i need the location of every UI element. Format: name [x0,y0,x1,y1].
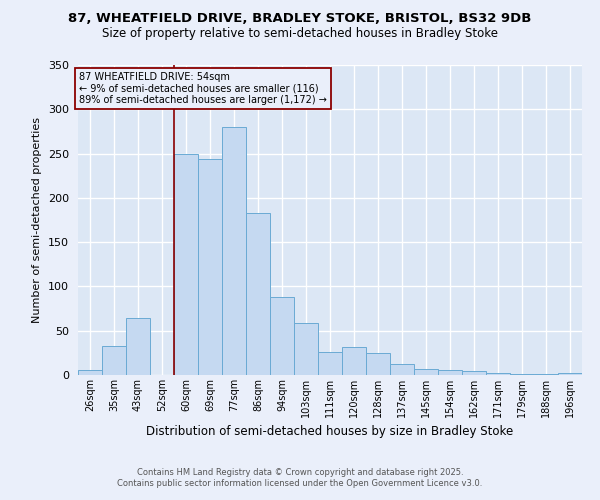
Bar [366,353,390,375]
Bar [342,346,366,375]
Bar [462,372,486,375]
Bar [222,127,246,375]
Bar [126,318,150,375]
Bar [198,159,222,375]
Text: Size of property relative to semi-detached houses in Bradley Stoke: Size of property relative to semi-detach… [102,28,498,40]
Bar [246,213,270,375]
Y-axis label: Number of semi-detached properties: Number of semi-detached properties [32,117,42,323]
X-axis label: Distribution of semi-detached houses by size in Bradley Stoke: Distribution of semi-detached houses by … [146,426,514,438]
Text: Contains HM Land Registry data © Crown copyright and database right 2025.
Contai: Contains HM Land Registry data © Crown c… [118,468,482,487]
Bar [414,369,438,375]
Bar [534,374,558,375]
Bar [294,322,318,375]
Bar [318,352,342,375]
Bar [78,370,102,375]
Bar [270,297,294,375]
Bar [486,373,510,375]
Text: 87, WHEATFIELD DRIVE, BRADLEY STOKE, BRISTOL, BS32 9DB: 87, WHEATFIELD DRIVE, BRADLEY STOKE, BRI… [68,12,532,26]
Bar [510,374,534,375]
Bar [102,346,126,375]
Bar [174,154,198,375]
Bar [558,373,582,375]
Bar [390,364,414,375]
Bar [438,370,462,375]
Text: 87 WHEATFIELD DRIVE: 54sqm
← 9% of semi-detached houses are smaller (116)
89% of: 87 WHEATFIELD DRIVE: 54sqm ← 9% of semi-… [79,72,327,106]
